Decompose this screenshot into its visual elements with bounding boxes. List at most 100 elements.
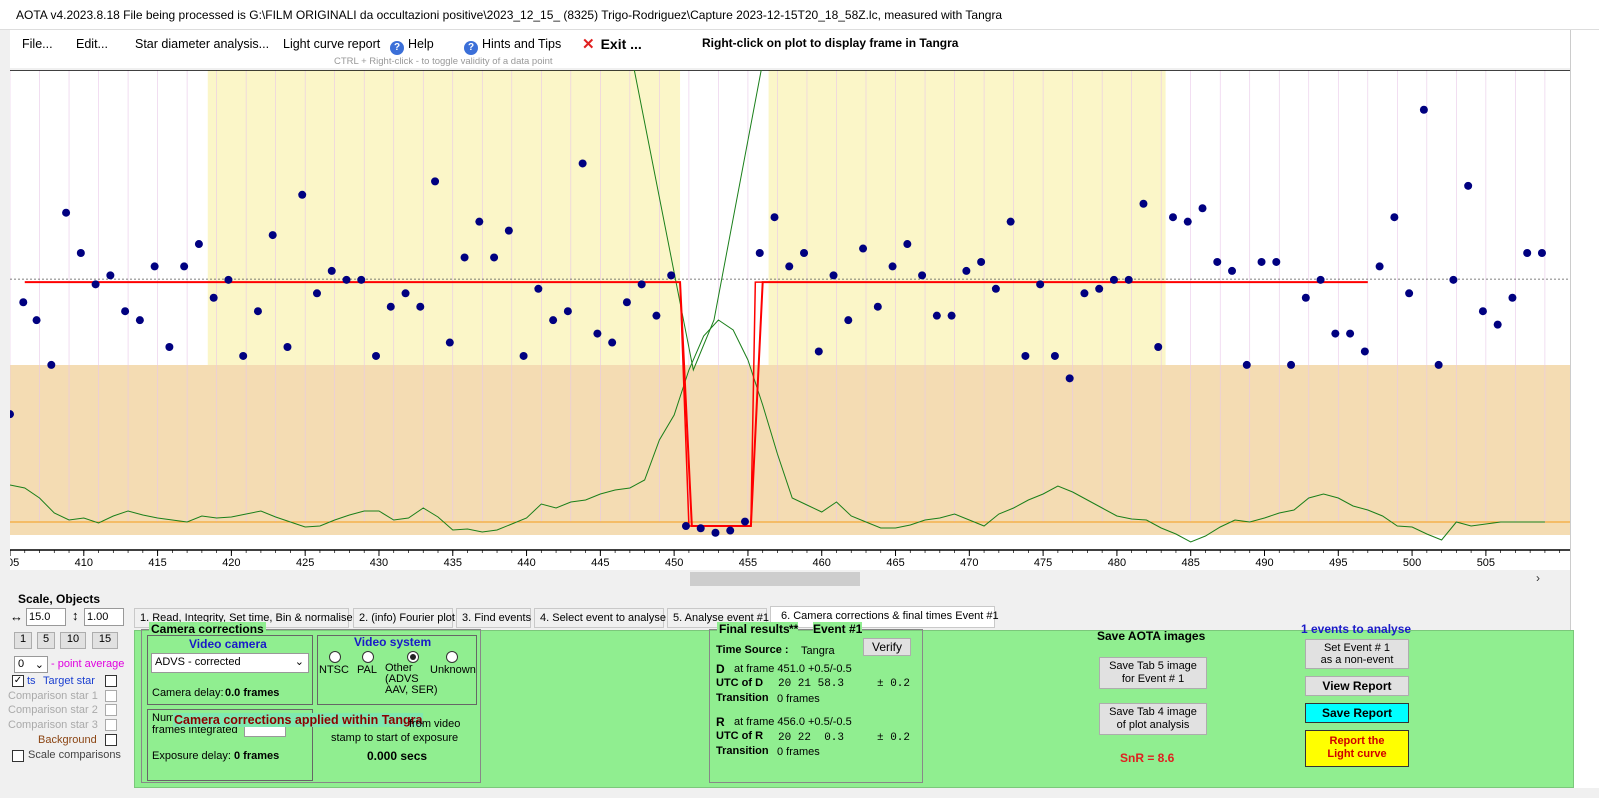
correlation-curve (9, 319, 1545, 543)
model-curve (24, 281, 1368, 528)
x-tick-label: 485 (1182, 557, 1200, 569)
plot-svg[interactable]: 405 410 415 420 425 430 435 440 445 450 455 460 465 4… (1, 69, 1570, 570)
menu-help-label: Help (408, 37, 434, 51)
data-point (239, 351, 248, 360)
target-star-checkbox[interactable] (105, 675, 117, 687)
data-point (460, 253, 469, 262)
scale-5-button[interactable]: 5 (37, 632, 55, 649)
menu-exit[interactable]: ✕ Exit ... (582, 35, 642, 53)
unknown-radio[interactable] (446, 651, 458, 663)
menu-light-curve-report[interactable]: Light curve report (283, 37, 381, 51)
data-point (711, 528, 720, 537)
data-point (800, 249, 809, 257)
scroll-thumb[interactable] (690, 572, 860, 586)
x-tick-label: 460 (813, 557, 831, 569)
video-camera-group (147, 635, 313, 705)
tab-select-event[interactable]: 4. Select event to analyse (534, 608, 666, 628)
data-point (608, 338, 617, 347)
report-light-curve-button[interactable]: Report the Light curve (1305, 730, 1409, 767)
data-point (991, 284, 1000, 293)
background-checkbox[interactable] (105, 734, 117, 746)
data-point (1316, 275, 1325, 284)
comparison-star-1-checkbox[interactable] (105, 690, 117, 702)
data-point (150, 262, 159, 271)
x-tick-label: 430 (370, 557, 388, 569)
data-point (726, 526, 735, 535)
menu-edit[interactable]: Edit... (76, 37, 108, 51)
tab-fourier-plot[interactable]: 2. (info) Fourier plot (353, 608, 455, 628)
data-point (932, 311, 941, 320)
data-point (504, 226, 513, 235)
data-point (312, 289, 321, 298)
data-point (549, 316, 558, 325)
data-point (785, 262, 794, 271)
data-point (180, 262, 189, 271)
other-radio[interactable] (407, 651, 419, 663)
ntsc-radio[interactable] (329, 651, 341, 663)
scroll-right-icon[interactable]: › (1536, 571, 1540, 585)
save-tab4-image-button[interactable]: Save Tab 4 image of plot analysis (1099, 703, 1207, 735)
data-point (1331, 329, 1340, 338)
points-checkbox[interactable]: ✓ (12, 675, 24, 687)
save-images-title: Save AOTA images (1097, 629, 1206, 643)
comparison-star-3-checkbox[interactable] (105, 719, 117, 731)
scale-comparisons-checkbox[interactable] (12, 750, 24, 762)
data-point (298, 190, 307, 199)
video-camera-title: Video camera (189, 637, 267, 651)
scale-1-button[interactable]: 1 (14, 632, 32, 649)
comparison-star-2-label: Comparison star 2 (8, 704, 98, 716)
data-point (76, 249, 85, 257)
data-point (1537, 249, 1546, 257)
plot-scrollbar[interactable]: › (10, 570, 1570, 588)
point-average-select[interactable]: 0 ⌄ (14, 656, 48, 673)
utc-r-value: 20 22 0.3 (778, 732, 845, 744)
data-point (1228, 266, 1237, 275)
menu-file[interactable]: File... (22, 37, 53, 51)
target-star-label: Target star (43, 675, 95, 687)
data-point (1434, 360, 1443, 369)
data-point (1065, 374, 1074, 383)
final-results-event: Event #1 (813, 622, 863, 636)
data-point (652, 311, 661, 320)
scale-10-button[interactable]: 10 (60, 632, 86, 649)
x-tick-label: 410 (75, 557, 93, 569)
utc-d-uncertainty: ± 0.2 (877, 678, 911, 690)
verify-button[interactable]: Verify (863, 638, 911, 656)
x-tick-label: 425 (296, 557, 314, 569)
comparison-star-2-checkbox[interactable] (105, 704, 117, 716)
data-point (1080, 289, 1089, 298)
data-point (1419, 105, 1428, 114)
save-report-button[interactable]: Save Report (1305, 703, 1409, 723)
menu-star-diameter[interactable]: Star diameter analysis... (135, 37, 270, 51)
bottom-edge-strip (0, 788, 1599, 798)
data-point (829, 271, 838, 280)
data-point (121, 307, 130, 316)
save-tab5-image-button[interactable]: Save Tab 5 image for Event # 1 (1099, 657, 1207, 689)
view-report-button[interactable]: View Report (1305, 676, 1409, 696)
camera-select[interactable]: ADVS - corrected ⌄ (151, 653, 309, 673)
light-curve-plot[interactable]: 405 410 415 420 425 430 435 440 445 450 455 460 465 4… (1, 69, 1570, 570)
pal-radio[interactable] (362, 651, 374, 663)
r-edge-curve (750, 281, 763, 527)
vertical-scale-input[interactable]: 1.00 (84, 608, 124, 626)
data-point (357, 275, 366, 284)
set-nonevent-button[interactable]: Set Event # 1 as a non-event (1305, 639, 1409, 669)
utc-d-label: UTC of D (716, 677, 764, 689)
tab-camera-corrections[interactable]: 6. Camera corrections & final times Even… (770, 606, 999, 628)
data-point (253, 307, 262, 316)
right-background-window (1570, 30, 1599, 798)
x-tick-label: 450 (665, 557, 683, 569)
x-tick-label: 505 (1477, 557, 1495, 569)
menu-hints[interactable]: ? Hints and Tips (464, 37, 561, 55)
horizontal-scale-input[interactable]: 15.0 (26, 608, 66, 626)
chevron-down-icon: ⌄ (294, 656, 304, 668)
scale-15-button[interactable]: 15 (92, 632, 118, 649)
tab-find-events[interactable]: 3. Find events (456, 608, 531, 628)
menu-help[interactable]: ? Help (390, 37, 434, 55)
data-point (622, 298, 631, 307)
ctrl-right-click-hint: CTRL + Right-click - to toggle validity … (334, 56, 553, 67)
other-sublabel: (ADVS AAV, SER) (385, 673, 438, 696)
data-point (283, 343, 292, 351)
transition-d-value: 0 frames (777, 693, 820, 705)
data-point (918, 271, 927, 280)
